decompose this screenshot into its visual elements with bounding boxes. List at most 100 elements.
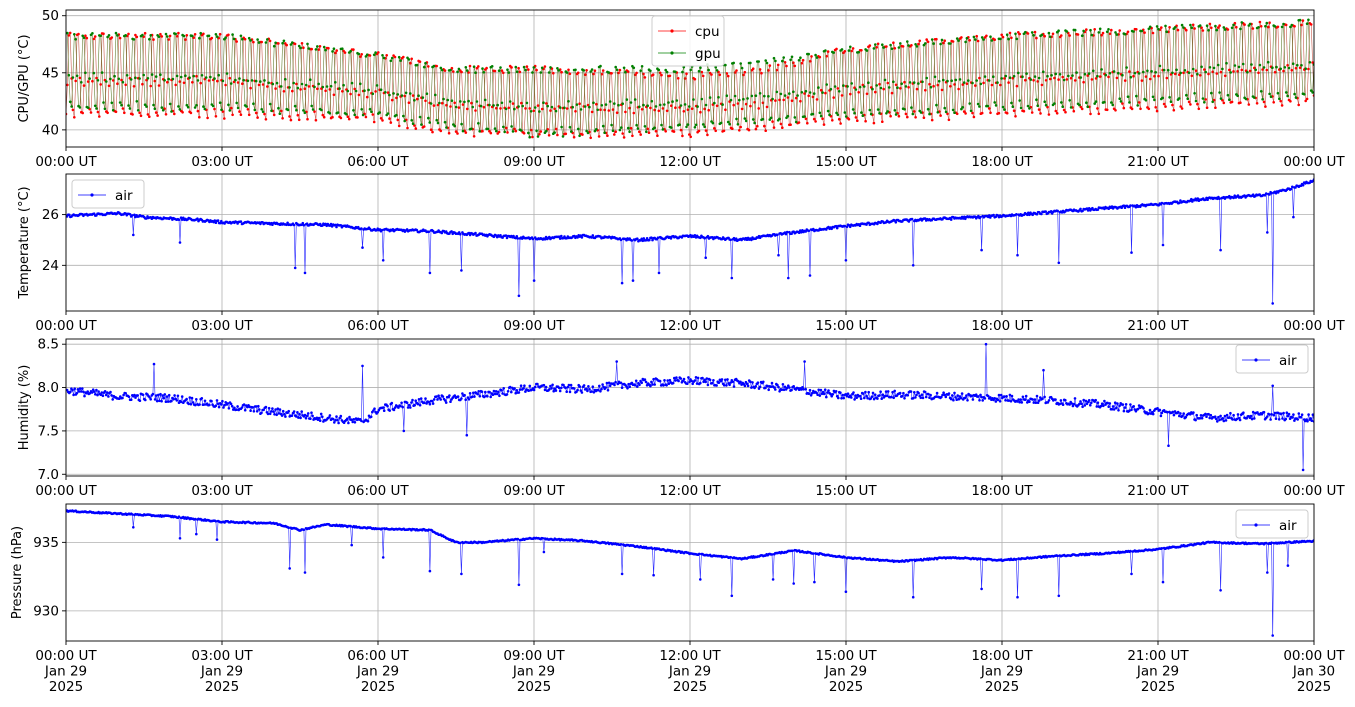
data-point <box>785 386 789 390</box>
data-point <box>1167 444 1170 448</box>
data-point <box>1100 402 1104 406</box>
data-point <box>529 128 533 132</box>
data-point <box>825 395 828 399</box>
data-point <box>550 105 554 109</box>
data-point <box>497 69 501 72</box>
data-point <box>397 55 401 59</box>
data-point <box>815 391 818 395</box>
data-point <box>334 223 337 227</box>
data-point <box>786 114 790 118</box>
data-point <box>91 32 94 35</box>
data-point <box>851 47 855 50</box>
data-point <box>679 128 683 132</box>
data-point <box>1001 35 1005 39</box>
data-point <box>167 77 170 81</box>
data-point <box>936 83 940 87</box>
data-point <box>145 78 148 82</box>
data-point <box>418 403 422 407</box>
data-point <box>1035 212 1039 216</box>
x-tick-label: 03:00 UT <box>191 318 253 334</box>
data-point <box>411 94 415 97</box>
data-point <box>646 127 649 131</box>
data-point <box>346 417 349 421</box>
data-point <box>440 101 444 105</box>
data-point <box>288 115 291 118</box>
data-point <box>188 396 192 399</box>
data-point <box>1265 68 1269 72</box>
data-point <box>223 117 226 120</box>
data-point <box>104 393 108 397</box>
data-point <box>829 87 833 91</box>
data-point <box>516 237 520 240</box>
data-point <box>761 117 765 121</box>
data-point <box>738 98 741 102</box>
data-point <box>837 396 840 400</box>
data-point <box>533 385 537 389</box>
data-point <box>145 105 148 108</box>
data-point <box>688 380 691 384</box>
data-point <box>657 68 661 72</box>
data-point <box>1090 33 1094 37</box>
data-point <box>477 390 481 393</box>
data-point <box>365 53 369 56</box>
data-point <box>1176 28 1180 32</box>
data-point <box>477 65 480 68</box>
data-point <box>1068 34 1071 37</box>
data-point <box>423 401 426 405</box>
data-point <box>1257 26 1260 29</box>
data-point <box>428 271 432 275</box>
data-point <box>758 385 762 389</box>
data-point <box>868 44 872 47</box>
data-point <box>1108 32 1112 36</box>
data-point <box>1285 411 1289 415</box>
data-point <box>643 378 647 381</box>
data-point <box>845 394 849 398</box>
data-point <box>275 81 279 85</box>
data-point <box>728 383 731 387</box>
data-point <box>793 64 797 68</box>
data-point <box>274 87 277 90</box>
data-point <box>192 36 195 39</box>
data-point <box>341 47 344 50</box>
data-point <box>353 87 357 91</box>
data-point <box>109 77 112 81</box>
data-point <box>620 126 623 129</box>
data-point <box>1270 191 1273 195</box>
data-point <box>1191 67 1195 71</box>
data-point <box>651 547 654 551</box>
data-point <box>1308 61 1312 64</box>
data-point <box>514 65 518 69</box>
data-point <box>797 231 801 234</box>
data-point <box>79 390 83 393</box>
data-point <box>666 379 669 382</box>
data-point <box>1102 404 1105 408</box>
data-point <box>949 218 953 221</box>
data-point <box>263 112 266 116</box>
data-point <box>840 94 844 97</box>
data-point <box>590 68 594 71</box>
data-point <box>492 104 495 107</box>
data-point <box>396 93 400 96</box>
data-point <box>942 41 945 45</box>
data-point <box>1212 66 1216 70</box>
data-point <box>350 81 354 85</box>
data-point <box>266 412 270 416</box>
data-point <box>1080 107 1084 111</box>
data-point <box>453 124 457 128</box>
data-point <box>107 34 111 37</box>
data-point <box>204 76 208 79</box>
data-point <box>178 108 182 111</box>
y-tick-label: 7.5 <box>38 423 59 439</box>
data-point <box>791 549 794 553</box>
data-point <box>821 117 824 120</box>
data-point <box>593 129 597 133</box>
data-point <box>1137 72 1141 75</box>
data-point <box>88 77 91 80</box>
data-point <box>536 104 540 107</box>
data-point <box>1073 79 1077 82</box>
data-point <box>506 68 509 71</box>
data-point <box>885 394 889 398</box>
data-point <box>260 40 264 44</box>
data-point <box>547 71 551 74</box>
data-point <box>160 399 163 403</box>
